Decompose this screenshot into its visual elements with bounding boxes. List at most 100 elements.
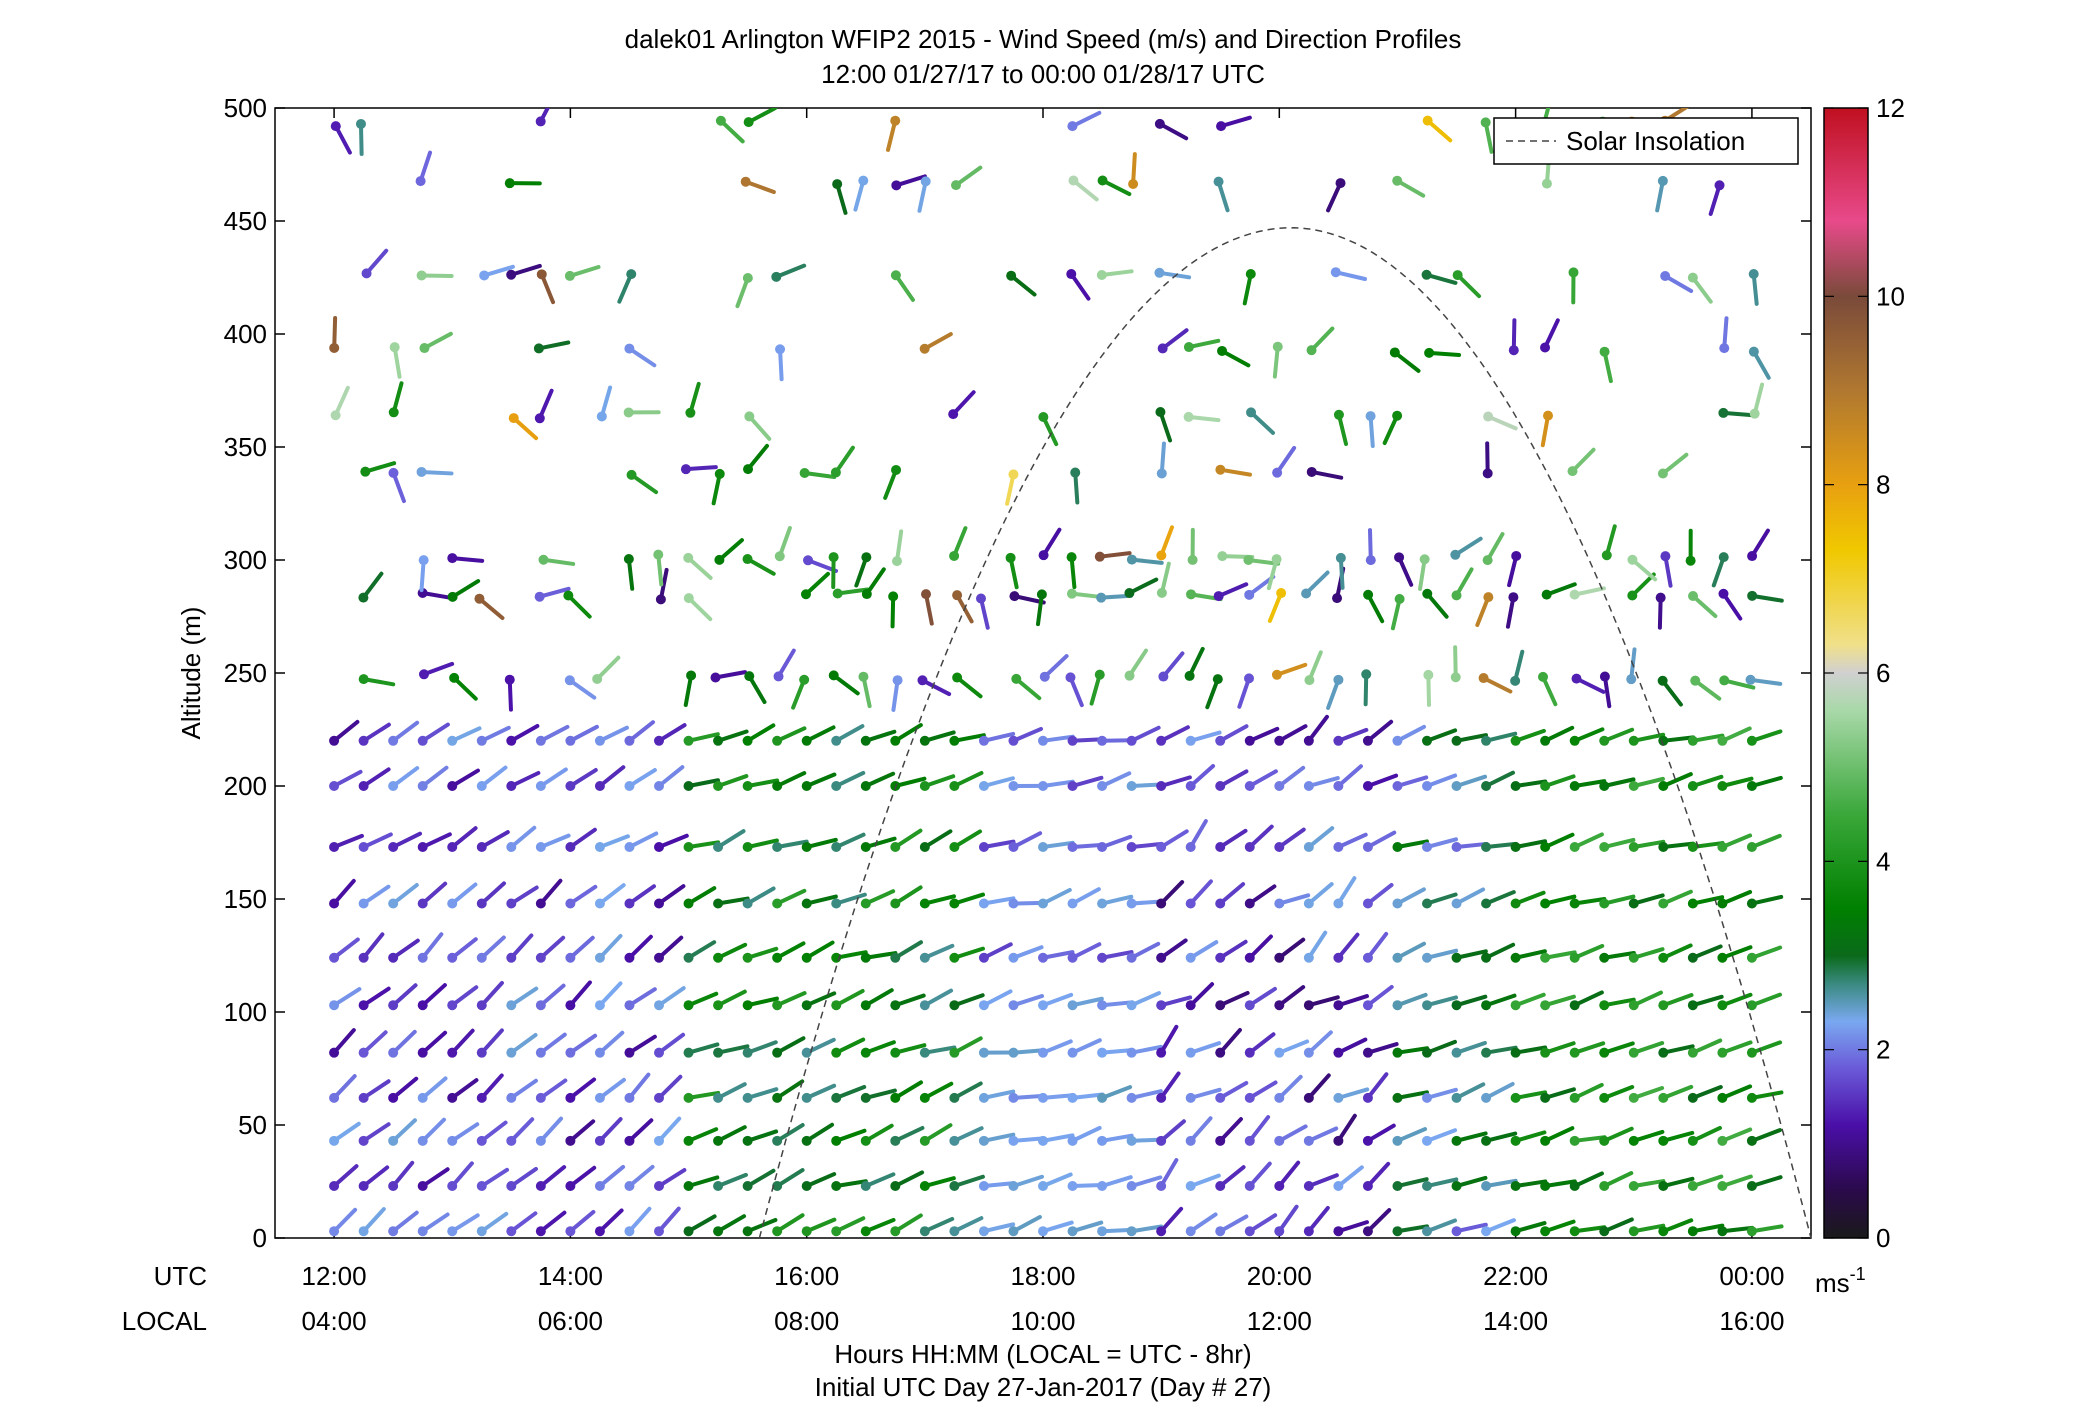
wind-barb-dot: [919, 842, 930, 853]
wind-barb-dot: [771, 271, 782, 282]
wind-barb-dot: [1508, 345, 1519, 356]
wind-barb-shaft: [1631, 839, 1666, 850]
wind-barb-shaft: [627, 1164, 655, 1189]
wind-barb-dot: [713, 842, 724, 853]
wind-barb-shaft: [1721, 410, 1756, 418]
wind-barb-dot: [417, 842, 428, 853]
wind-barb-dot: [949, 1181, 960, 1192]
wind-barb-dot: [1538, 671, 1549, 682]
wind-barb-dot: [1363, 589, 1374, 600]
wind-barb-shaft: [1604, 524, 1617, 558]
wind-barb-shaft: [1572, 943, 1605, 960]
wind-barb-dot: [978, 1092, 989, 1103]
wind-barb-dot: [417, 1135, 428, 1146]
wind-barb-dot: [1303, 1000, 1314, 1011]
wind-barb-dot: [506, 842, 517, 853]
wind-barb-dot: [624, 1181, 635, 1192]
wind-barb-shaft: [893, 1080, 924, 1100]
wind-barb-shaft: [657, 935, 684, 960]
wind-barb-dot: [1244, 898, 1255, 909]
wind-barb-dot: [860, 1135, 871, 1146]
wind-barb-shaft: [1424, 272, 1458, 285]
wind-barb-dot: [388, 898, 399, 909]
wind-barb-shaft: [1693, 678, 1722, 701]
wind-barb-dot: [919, 952, 930, 963]
wind-barb-dot: [388, 1135, 399, 1146]
wind-barb-dot: [1185, 1181, 1196, 1192]
wind-barb-shaft: [1750, 593, 1784, 603]
wind-barb-shaft: [1395, 887, 1426, 906]
wind-barb-dot: [1451, 1181, 1462, 1192]
wind-barb-dot: [1243, 554, 1254, 565]
wind-barb-shaft: [686, 778, 720, 788]
wind-barb-shaft: [1100, 1133, 1134, 1143]
wind-barb-shaft: [1511, 318, 1517, 353]
wind-barb-dot: [1303, 1181, 1314, 1192]
x-tick-label-utc: 14:00: [538, 1261, 603, 1291]
colorbar: 0 2 4 6 8 10 12 ms-1: [1815, 93, 1905, 1298]
wind-barb-shaft: [863, 1040, 896, 1055]
wind-barb-dot: [1719, 343, 1730, 354]
wind-barb-dot: [329, 781, 340, 791]
wind-barb-shaft: [568, 724, 599, 743]
wind-barb-dot: [831, 1000, 842, 1011]
wind-barb-dot: [891, 556, 902, 567]
wind-barb-shaft: [391, 883, 419, 906]
wind-barb-dot: [919, 735, 930, 746]
wind-barb-dot: [1747, 590, 1758, 601]
wind-barb-dot: [388, 1226, 399, 1237]
wind-barb-shaft: [1188, 1041, 1222, 1055]
wind-barb-dot: [1303, 781, 1314, 791]
wind-barb-shaft: [420, 1167, 450, 1189]
wind-barb-dot: [565, 842, 576, 853]
x-tick-label-local: 04:00: [302, 1306, 367, 1336]
wind-barb-dot: [1183, 342, 1194, 353]
wind-barb-shaft: [1035, 592, 1044, 627]
wind-barb-dot: [1244, 735, 1255, 746]
wind-barb-shaft: [716, 1214, 747, 1234]
wind-barb-dot: [1097, 781, 1108, 791]
wind-barb-dot: [1422, 842, 1432, 853]
wind-barb-dot: [329, 898, 340, 909]
wind-barb-dot: [1185, 952, 1196, 963]
wind-barb-dot: [476, 898, 487, 909]
wind-barb-shaft: [718, 118, 745, 144]
wind-barb-dot: [1097, 1226, 1108, 1237]
wind-barb-dot: [772, 781, 783, 791]
wind-barb-shaft: [1572, 586, 1606, 597]
wind-barb-shaft: [686, 1175, 720, 1189]
wind-barb-shaft: [1041, 415, 1059, 447]
wind-barb-dot: [1451, 590, 1462, 601]
wind-barb-dot: [1687, 272, 1698, 283]
wind-barb-shaft: [657, 1206, 681, 1234]
wind-barb-dot: [1067, 952, 1078, 963]
wind-barb-dot: [1303, 1047, 1314, 1058]
wind-barb-dot: [624, 781, 635, 791]
wind-barb-shaft: [775, 839, 809, 850]
wind-barb-dot: [1422, 115, 1433, 126]
wind-barb-dot: [1567, 466, 1578, 477]
wind-barb-dot: [1246, 407, 1257, 418]
wind-barb-dot: [536, 269, 547, 280]
wind-barb-dot: [564, 675, 575, 686]
wind-barb-dot: [1540, 1047, 1551, 1058]
wind-barb-dot: [1365, 411, 1376, 422]
wind-barb-dot: [1008, 1226, 1019, 1237]
wind-barb-dot: [1394, 552, 1405, 563]
wind-barb-dot: [685, 407, 696, 418]
wind-barb-dot: [772, 842, 783, 853]
wind-barb-dot: [950, 180, 961, 191]
wind-barb-dot: [1746, 1226, 1757, 1237]
wind-barb-dot: [506, 781, 517, 791]
wind-barb-dot: [1096, 270, 1107, 281]
wind-barb-dot: [1746, 781, 1757, 791]
wind-barb-shaft: [747, 414, 772, 441]
wind-barb-shaft: [834, 832, 866, 850]
wind-barb-dot: [1543, 410, 1554, 421]
wind-barb-shaft: [1484, 1045, 1518, 1055]
wind-barb-shaft: [1247, 769, 1278, 788]
wind-barb-dot: [801, 1047, 812, 1058]
wind-barb-shaft: [1188, 879, 1213, 906]
wind-barb-dot: [1333, 781, 1344, 791]
wind-barb-shaft: [1099, 269, 1134, 278]
